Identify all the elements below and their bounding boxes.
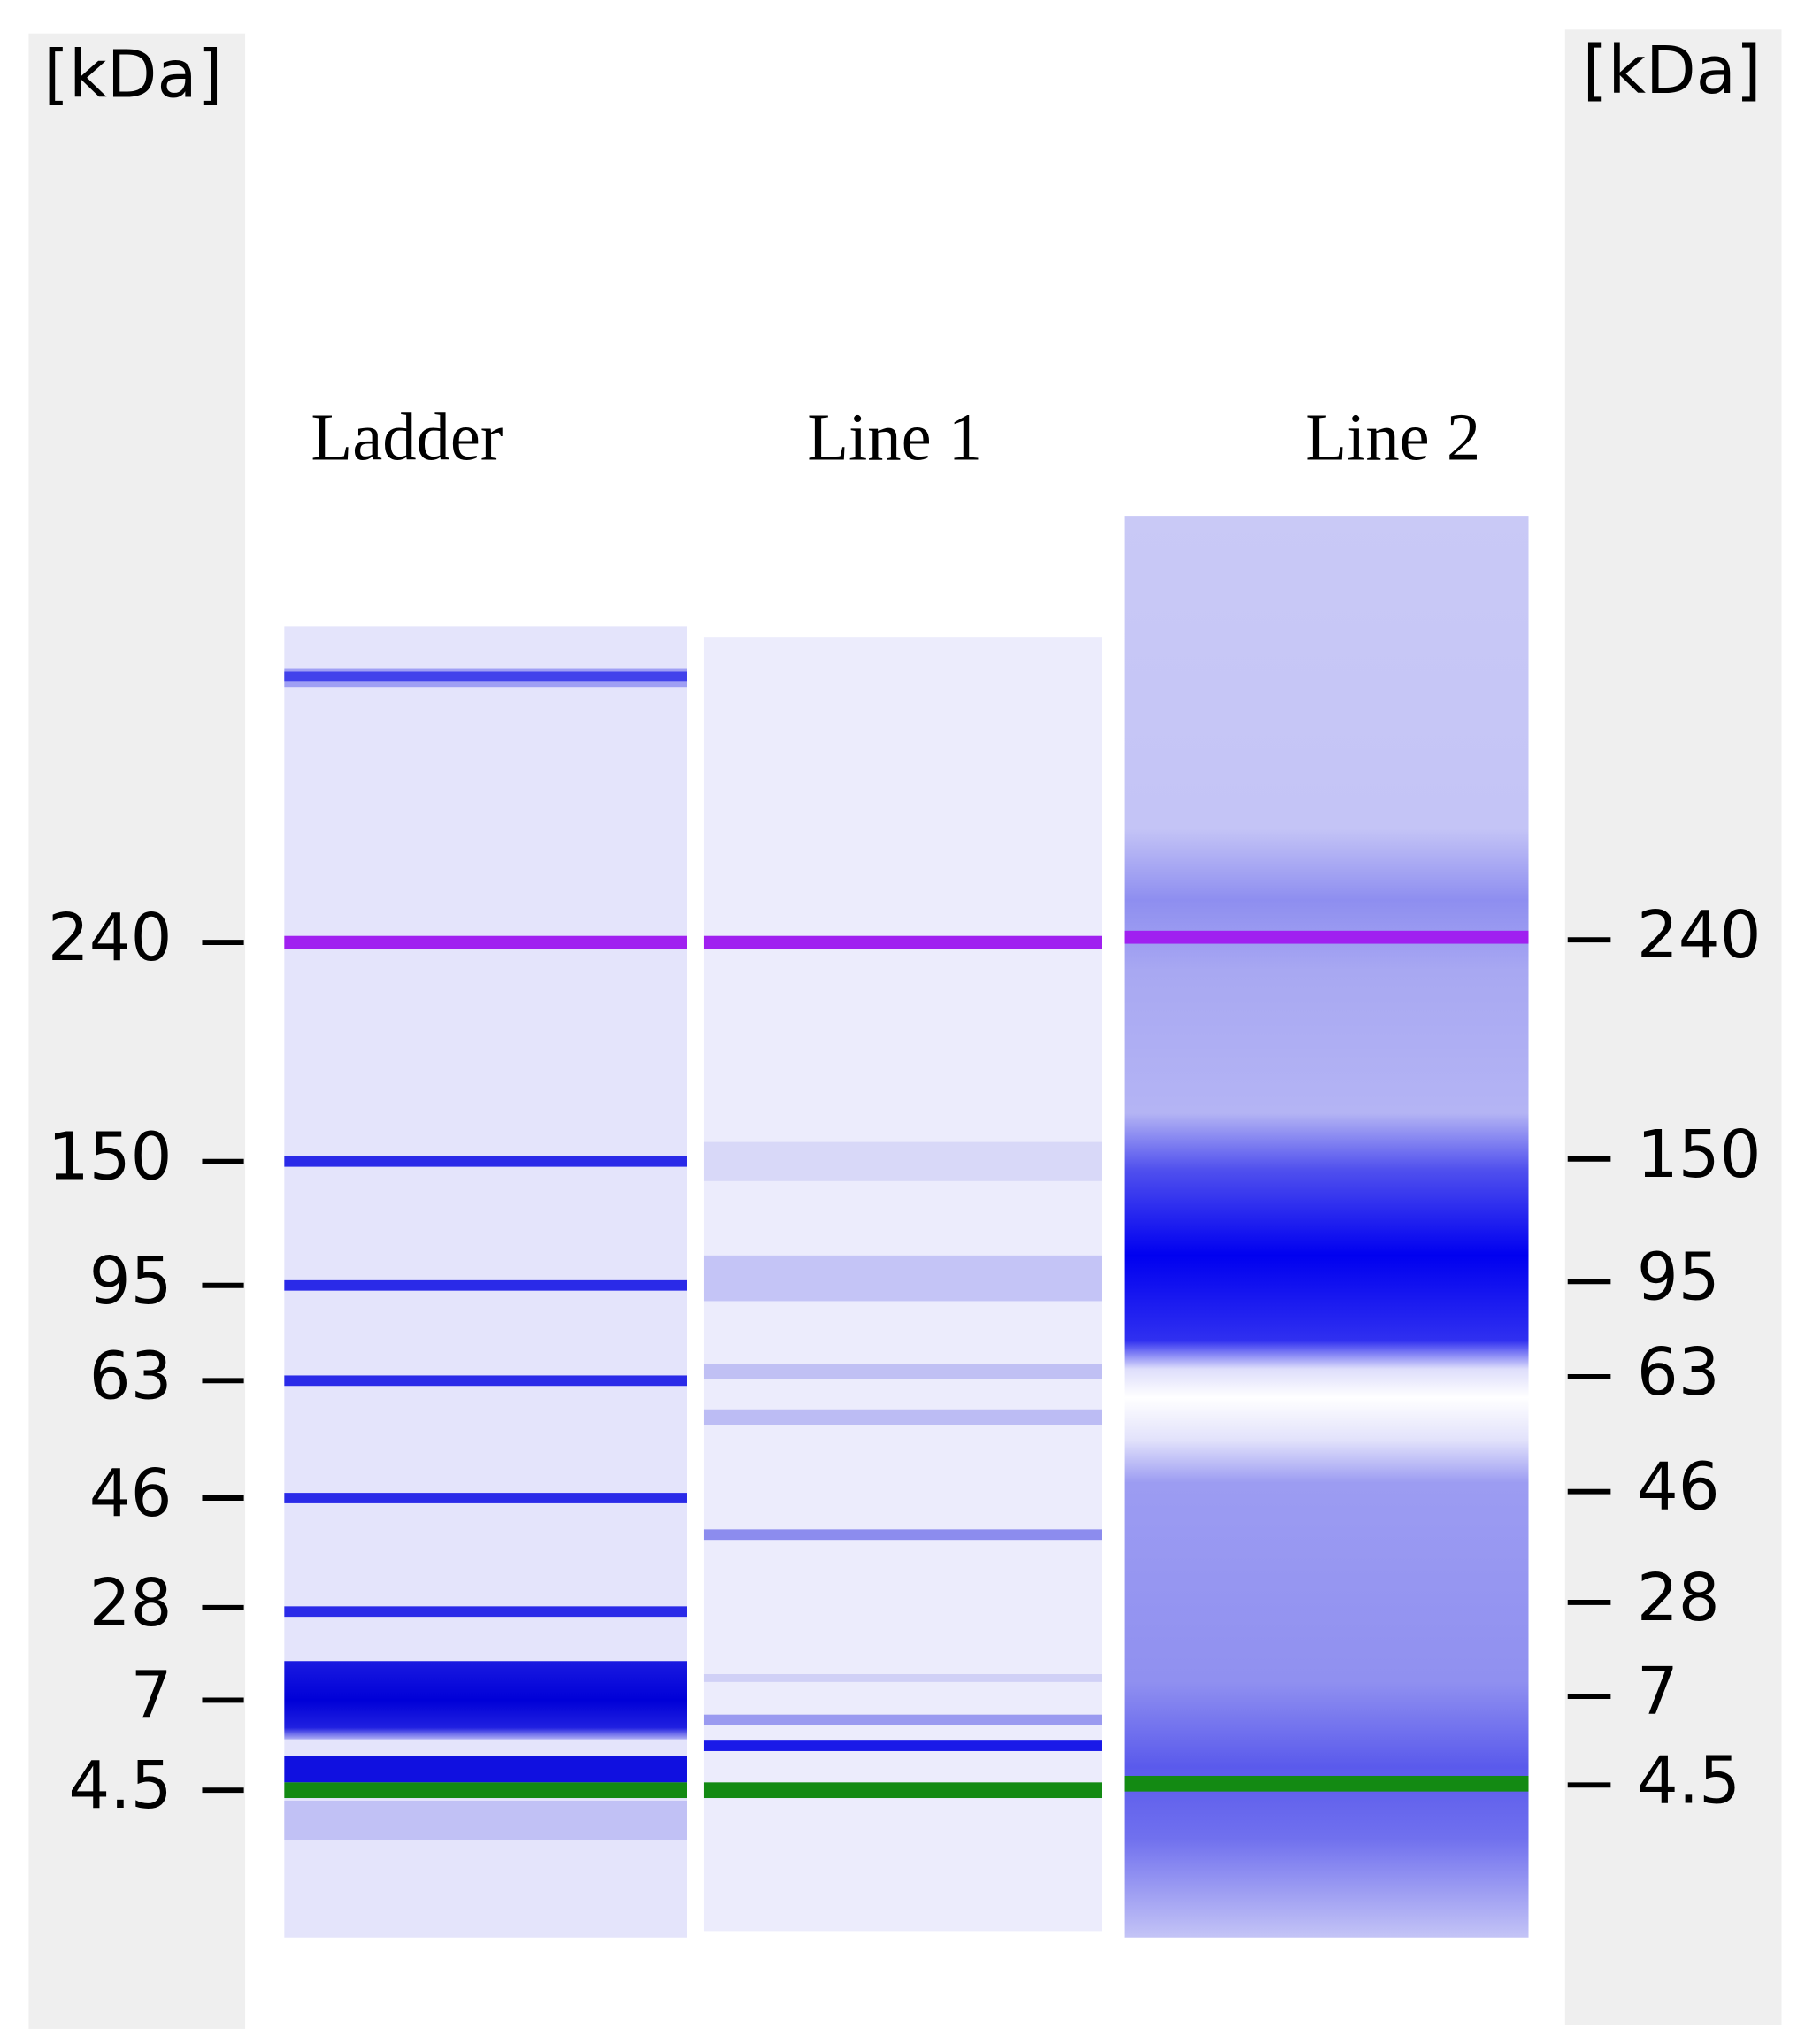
band bbox=[703, 935, 1102, 949]
left-tick-label: 46 bbox=[89, 1456, 173, 1532]
bands bbox=[284, 668, 1529, 1840]
lane-label: Ladder bbox=[311, 400, 503, 475]
band bbox=[284, 1375, 687, 1387]
left-axis-panel bbox=[28, 33, 246, 2029]
right-tick-label: 4.5 bbox=[1637, 1743, 1740, 1818]
band bbox=[284, 1493, 687, 1503]
lane-label: Line 1 bbox=[807, 400, 982, 475]
band bbox=[284, 1606, 687, 1618]
band bbox=[284, 1156, 687, 1167]
band bbox=[284, 1756, 687, 1783]
band bbox=[284, 1800, 687, 1840]
right-tick-label: 28 bbox=[1637, 1561, 1720, 1636]
left-tick-label: 28 bbox=[89, 1566, 173, 1641]
band bbox=[703, 1255, 1102, 1302]
band bbox=[703, 1782, 1102, 1799]
band bbox=[703, 1409, 1102, 1425]
left-tick-label: 240 bbox=[48, 901, 173, 976]
right-tick-label: 240 bbox=[1637, 898, 1762, 973]
left-tick-label: 63 bbox=[89, 1339, 173, 1414]
left-axis-unit: [kDa] bbox=[43, 37, 222, 112]
lane-label: Line 2 bbox=[1305, 400, 1480, 475]
right-tick-label: 150 bbox=[1637, 1118, 1762, 1193]
band bbox=[703, 1714, 1102, 1725]
band bbox=[284, 668, 687, 688]
right-tick-label: 63 bbox=[1637, 1335, 1720, 1410]
band bbox=[703, 1529, 1102, 1541]
band bbox=[703, 1364, 1102, 1379]
band bbox=[284, 1782, 687, 1799]
right-tick-label: 95 bbox=[1637, 1240, 1720, 1315]
right-tick-label: 46 bbox=[1637, 1450, 1720, 1525]
band bbox=[1124, 930, 1529, 944]
band bbox=[284, 1661, 687, 1740]
left-tick-label: 4.5 bbox=[68, 1748, 172, 1824]
band bbox=[703, 1141, 1102, 1181]
left-tick-label: 95 bbox=[89, 1244, 173, 1319]
right-axis-panel bbox=[1564, 29, 1782, 2025]
line2-lane bbox=[1124, 516, 1529, 1938]
band bbox=[284, 935, 687, 949]
band bbox=[284, 1279, 687, 1291]
band bbox=[703, 1740, 1102, 1751]
right-axis-unit: [kDa] bbox=[1583, 34, 1762, 109]
left-tick-label: 7 bbox=[131, 1658, 173, 1733]
band bbox=[703, 1673, 1102, 1682]
right-tick-label: 7 bbox=[1637, 1655, 1678, 1730]
left-tick-label: 150 bbox=[48, 1120, 173, 1195]
band bbox=[1124, 1775, 1529, 1792]
